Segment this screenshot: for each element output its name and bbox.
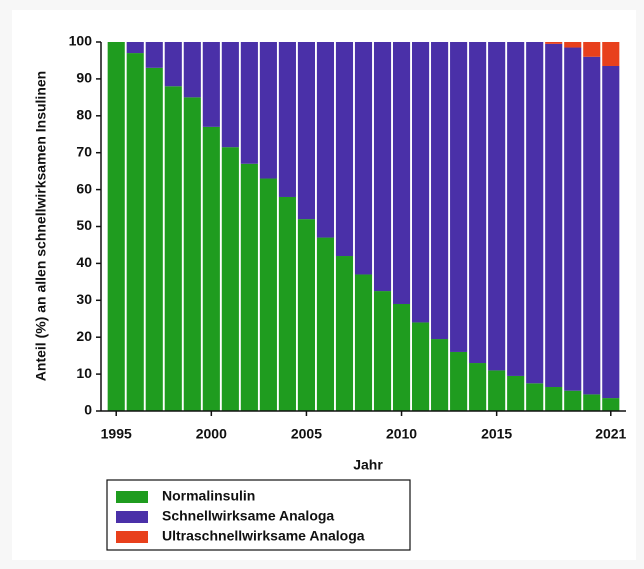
bar-segment xyxy=(526,42,544,384)
bar-segment xyxy=(412,42,430,323)
bar-segment xyxy=(431,339,449,411)
bar-segment xyxy=(545,43,563,388)
y-tick-label: 20 xyxy=(76,328,92,344)
bar-segment xyxy=(469,42,487,364)
legend-swatch xyxy=(116,511,148,523)
y-tick-label: 10 xyxy=(76,365,92,381)
bar-segment xyxy=(602,42,620,66)
bar-segment xyxy=(278,196,296,411)
y-tick-label: 60 xyxy=(76,180,92,196)
bar-segment xyxy=(488,42,506,371)
x-tick-label: 2021 xyxy=(595,426,626,442)
legend-label: Schnellwirksame Analoga xyxy=(162,508,334,524)
bar-segment xyxy=(507,375,525,411)
bar-segment xyxy=(545,42,563,44)
bar-segment xyxy=(240,42,258,164)
bar-segment xyxy=(392,42,411,304)
bar-segment xyxy=(202,126,220,412)
bar-segment xyxy=(126,53,144,411)
y-tick-label: 100 xyxy=(69,33,93,49)
x-axis-label: Jahr xyxy=(353,457,383,473)
legend-swatch xyxy=(116,531,148,543)
bar-segment xyxy=(145,42,163,68)
bar-segment xyxy=(221,42,239,148)
bar-segment xyxy=(450,42,468,352)
bar-segment xyxy=(164,42,182,87)
bar-segment xyxy=(107,42,125,411)
y-axis-label: Anteil (%) an allen schnellwirksamen Ins… xyxy=(33,71,49,381)
bar-segment xyxy=(583,42,601,57)
bar-segment xyxy=(126,42,144,54)
legend-label: Ultraschnellwirksame Analoga xyxy=(162,528,365,544)
bar-segment xyxy=(450,351,468,411)
bar-segment xyxy=(545,387,563,411)
bar-segment xyxy=(564,390,582,411)
bar-segment xyxy=(316,237,335,411)
legend-box xyxy=(106,479,411,551)
bar-segment xyxy=(183,97,201,411)
bar-segment xyxy=(183,42,201,98)
y-tick-label: 40 xyxy=(76,254,92,270)
bar-segment xyxy=(240,163,258,411)
bar-segment xyxy=(488,370,506,411)
x-tick-label: 2010 xyxy=(386,426,417,442)
bar-segment xyxy=(259,178,277,411)
bar-segment xyxy=(354,42,373,275)
x-tick-label: 2005 xyxy=(291,426,322,442)
bar-segment xyxy=(297,219,315,411)
legend-swatch xyxy=(116,491,148,503)
bar-segment xyxy=(354,274,373,411)
y-tick-label: 30 xyxy=(76,291,92,307)
bar-segment xyxy=(583,56,601,395)
bar-segment xyxy=(373,42,392,292)
bar-segment xyxy=(373,291,392,411)
bar-segment xyxy=(221,147,239,412)
bar-segment xyxy=(164,86,182,411)
bar-segment xyxy=(259,42,277,179)
y-tick-label: 50 xyxy=(76,217,92,233)
bar-segment xyxy=(564,42,582,48)
bar-segment xyxy=(602,65,620,399)
bar-segment xyxy=(392,303,411,411)
bar-segment xyxy=(602,398,620,411)
bar-segment xyxy=(507,42,525,376)
y-tick-label: 80 xyxy=(76,107,92,123)
bar-segment xyxy=(278,42,296,197)
bar-segment xyxy=(297,42,315,220)
bar-segment xyxy=(431,42,449,340)
x-tick-label: 2015 xyxy=(481,426,512,442)
bar-segment xyxy=(526,383,544,411)
bar-segment xyxy=(335,42,354,257)
y-tick-label: 90 xyxy=(76,70,92,86)
bar-segment xyxy=(316,42,335,238)
bar-segment xyxy=(564,47,582,391)
bar-segment xyxy=(412,322,430,411)
bar-segment xyxy=(202,42,220,127)
legend-label: Normalinsulin xyxy=(162,488,255,504)
bar-segment xyxy=(583,394,601,411)
bar-segment xyxy=(469,363,487,411)
y-tick-label: 0 xyxy=(84,402,92,418)
x-tick-label: 2000 xyxy=(196,426,227,442)
y-tick-label: 70 xyxy=(76,143,92,159)
x-tick-label: 1995 xyxy=(101,426,132,442)
bar-segment xyxy=(335,256,354,411)
bar-segment xyxy=(145,67,163,411)
